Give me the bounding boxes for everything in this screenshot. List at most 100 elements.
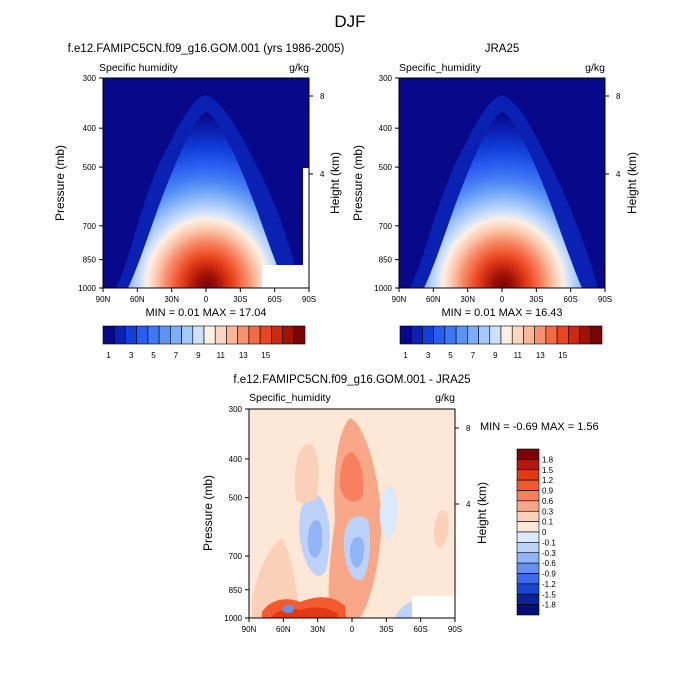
colorbar-box	[192, 325, 205, 345]
colorbar-box	[511, 325, 524, 345]
y-axis-label: Pressure (mb)	[351, 145, 365, 221]
colorbar-box	[410, 325, 423, 345]
colorbar-label: -1.8	[542, 601, 556, 610]
y-tick-label: 400	[379, 124, 393, 133]
y-tick-label: 700	[83, 222, 97, 231]
colorbar-label: 0.3	[542, 507, 554, 516]
x-tick-label: 0	[350, 625, 355, 634]
x-tick-label: 60S	[414, 625, 428, 634]
y-right-tick-label: 4	[616, 170, 621, 179]
colorbar-box	[516, 562, 540, 574]
colorbar-box	[203, 325, 216, 345]
y-axis-label: Pressure (mb)	[53, 145, 67, 221]
colorbar-label: 0.6	[542, 497, 554, 506]
colorbar-box	[102, 325, 115, 345]
x-tick-label: 30S	[233, 295, 247, 304]
colorbar-box	[516, 521, 540, 533]
colorbar-box	[579, 325, 592, 345]
y-tick-label: 500	[379, 163, 393, 172]
colorbar-box	[170, 325, 182, 345]
stats-label: MIN = 0.01 MAX = 17.04	[145, 307, 266, 319]
y-tick-label: 300	[229, 405, 243, 414]
colorbar-label: -0.3	[542, 549, 556, 558]
colorbar-label: 5	[448, 351, 453, 360]
colorbar-label: -0.1	[542, 538, 556, 547]
colorbar-box	[516, 542, 540, 554]
colorbar-box	[516, 500, 540, 512]
x-tick-label: 30N	[310, 625, 325, 634]
x-tick-label: 30S	[379, 625, 393, 634]
y-right-tick-label: 4	[466, 500, 471, 509]
colorbar-box	[158, 325, 171, 345]
colorbar-box	[237, 325, 250, 345]
colorbar-box	[214, 325, 227, 345]
y-right-tick-label: 8	[320, 92, 325, 101]
y-tick-label: 500	[83, 163, 97, 172]
colorbar-box	[516, 479, 540, 491]
y-axis-right-label: Height (km)	[475, 482, 489, 544]
colorbar-label: 3	[426, 351, 431, 360]
colorbar-model: 1 3 5 7 9 11 13 15	[102, 325, 306, 360]
y-tick-label: 400	[229, 455, 243, 464]
figure-title: DJF	[334, 12, 365, 31]
y-tick-label: 700	[229, 552, 243, 561]
colorbar-box	[433, 325, 446, 345]
colorbar-box	[271, 325, 283, 345]
panel-units: g/kg	[585, 62, 605, 74]
colorbar-label: 15	[558, 351, 567, 360]
x-tick-label: 90S	[448, 625, 462, 634]
colorbar-label: 7	[174, 351, 179, 360]
x-tick-label: 30N	[164, 295, 179, 304]
colorbar-label: -1.2	[542, 580, 556, 589]
panel-title: f.e12.FAMIPC5CN.f09_g16.GOM.001 - JRA25	[233, 374, 470, 386]
x-tick-label: 0	[204, 295, 209, 304]
x-tick-label: 90S	[598, 295, 612, 304]
colorbar-box	[136, 325, 149, 345]
y-axis-right-label: Height (km)	[328, 152, 342, 214]
colorbar-box	[113, 325, 126, 345]
x-tick-label: 90S	[302, 295, 316, 304]
colorbar-box	[516, 490, 540, 502]
colorbar-label: 0.1	[542, 518, 554, 527]
y-tick-label: 700	[379, 222, 393, 231]
colorbar-box	[516, 469, 540, 481]
colorbar-box	[147, 325, 160, 345]
colorbar-label: 7	[471, 351, 476, 360]
colorbar-box	[516, 531, 540, 543]
y-tick-label: 1000	[374, 284, 392, 293]
y-right-tick-label: 8	[466, 424, 471, 433]
colorbar-box	[556, 325, 569, 345]
plot-area	[249, 409, 455, 618]
colorbar-box	[248, 325, 261, 345]
colorbar-box	[444, 325, 457, 345]
panel-title: JRA25	[485, 43, 520, 55]
colorbar-label: 15	[261, 351, 270, 360]
panel-units: g/kg	[435, 392, 455, 404]
colorbar-box	[125, 325, 137, 345]
y-tick-label: 850	[379, 256, 393, 265]
y-tick-label: 1000	[224, 614, 242, 623]
colorbar-box	[478, 325, 491, 345]
x-tick-label: 30N	[460, 295, 475, 304]
colorbar-label: 1	[403, 351, 408, 360]
colorbar-box	[500, 325, 513, 345]
y-right-tick-label: 4	[320, 170, 325, 179]
colorbar-box	[523, 325, 535, 345]
y-tick-label: 850	[229, 586, 243, 595]
colorbar-label: 13	[239, 351, 248, 360]
panel-difference: f.e12.FAMIPC5CN.f09_g16.GOM.001 - JRA25 …	[201, 374, 599, 634]
stats-label: MIN = -0.69 MAX = 1.56	[480, 421, 599, 433]
stats-label: MIN = 0.01 MAX = 16.43	[441, 307, 562, 319]
colorbar-box	[590, 325, 603, 345]
y-right-tick-label: 8	[616, 92, 621, 101]
colorbar-label: -1.5	[542, 590, 556, 599]
y-tick-label: 850	[83, 256, 97, 265]
colorbar-label: 13	[536, 351, 545, 360]
y-tick-label: 300	[379, 74, 393, 83]
colorbar-box	[545, 325, 558, 345]
colorbar-box	[293, 325, 306, 345]
colorbar-box	[516, 604, 540, 616]
colorbar-box	[568, 325, 580, 345]
colorbar-label: 9	[196, 351, 201, 360]
